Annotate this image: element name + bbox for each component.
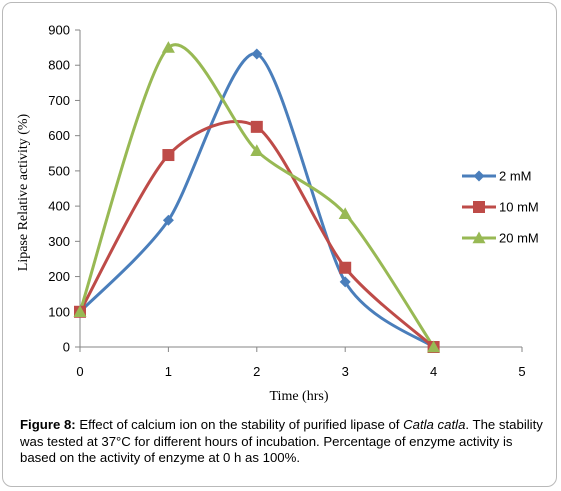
y-tick-label: 500 xyxy=(48,163,70,178)
series-2-marker xyxy=(427,340,441,353)
series-0-marker xyxy=(162,214,174,226)
plot-lines xyxy=(78,43,436,349)
legend-swatch-marker xyxy=(473,170,485,182)
y-tick-label: 200 xyxy=(48,269,70,284)
caption-lead: Figure 8: xyxy=(20,417,76,432)
y-axis-title: Lipase Relative activity (%) xyxy=(16,113,31,271)
series-2-marker xyxy=(250,144,264,157)
y-tick-label: 600 xyxy=(48,128,70,143)
y-tick-label: 300 xyxy=(48,234,70,249)
x-axis-ticks: 0 1 2 3 4 5 xyxy=(76,347,526,379)
x-tick-label: 5 xyxy=(518,364,525,379)
x-tick-label: 2 xyxy=(253,364,260,379)
caption-text-2: . The stability was tested at 37°C for d… xyxy=(20,417,543,465)
y-tick-label: 900 xyxy=(48,23,70,38)
figure-caption: Figure 8: Effect of calcium ion on the s… xyxy=(20,417,552,467)
series-1-marker xyxy=(162,149,175,162)
caption-species: Catla catla xyxy=(403,417,466,432)
y-tick-label: 700 xyxy=(48,93,70,108)
legend-label: 20 mM xyxy=(499,231,539,246)
series-2-marker xyxy=(73,305,87,317)
legend: 2 mM 10 mM 20 mM xyxy=(462,169,539,246)
y-tick-label: 100 xyxy=(48,304,70,319)
series-0-marker xyxy=(251,48,263,60)
legend-swatch-marker xyxy=(472,231,486,244)
y-tick-label: 400 xyxy=(48,199,70,214)
x-tick-label: 1 xyxy=(165,364,172,379)
figure-frame xyxy=(2,2,557,487)
x-tick-label: 0 xyxy=(76,364,83,379)
series-line-2 xyxy=(78,43,436,349)
legend-label: 10 mM xyxy=(499,200,539,215)
y-tick-label: 0 xyxy=(63,340,70,355)
legend-label: 2 mM xyxy=(499,169,532,184)
series-2-marker xyxy=(161,41,175,53)
x-axis-title: Time (hrs) xyxy=(270,389,329,404)
x-tick-label: 3 xyxy=(342,364,349,379)
legend-swatch-marker xyxy=(473,201,485,213)
series-1-marker xyxy=(250,120,263,133)
caption-text-1: Effect of calcium ion on the stability o… xyxy=(75,417,404,432)
series-0-marker xyxy=(339,276,351,288)
data-markers xyxy=(73,41,441,353)
x-tick-label: 4 xyxy=(430,364,437,379)
line-chart: 0 100 200 300 400 500 600 700 800 900 0 1 2 3 4 5 Time… xyxy=(16,23,539,405)
series-2-marker xyxy=(338,207,352,220)
series-1-marker xyxy=(339,261,352,274)
y-tick-label: 800 xyxy=(48,58,70,73)
y-axis-ticks: 0 100 200 300 400 500 600 700 800 900 xyxy=(48,23,80,355)
